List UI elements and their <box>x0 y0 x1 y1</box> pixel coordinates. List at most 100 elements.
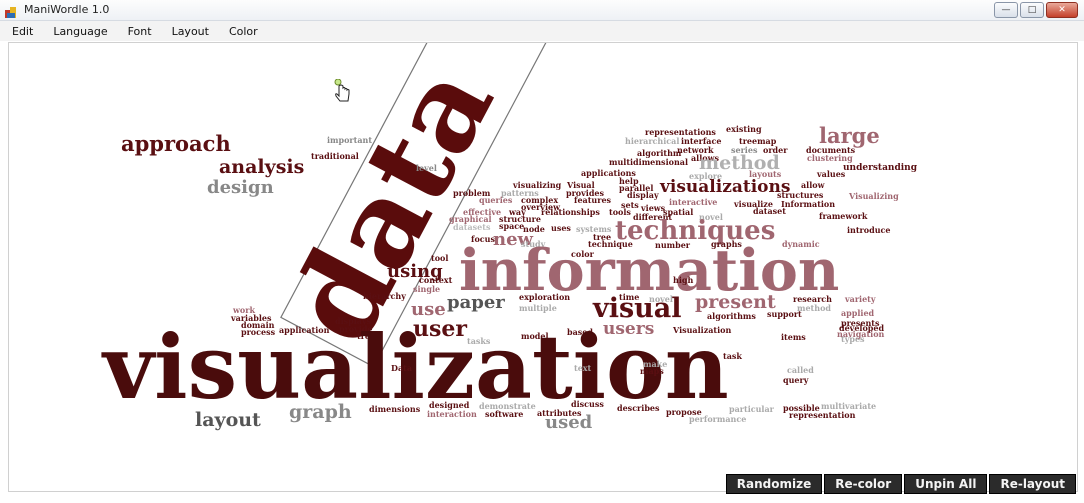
minimize-icon[interactable]: — <box>994 2 1018 18</box>
word-tasks[interactable]: tasks <box>467 336 491 346</box>
word-applied[interactable]: applied <box>841 308 875 318</box>
word-graphical[interactable]: graphical <box>449 214 492 224</box>
word-performance[interactable]: performance <box>689 414 746 424</box>
word-complex[interactable]: complex <box>521 195 558 205</box>
word-maps[interactable]: maps <box>640 366 664 376</box>
word-use[interactable]: use <box>411 299 446 320</box>
menu-edit[interactable]: Edit <box>12 24 34 38</box>
word-visualization[interactable]: visualization <box>101 315 729 419</box>
word-color[interactable]: color <box>571 249 595 259</box>
word-visualize[interactable]: visualize <box>733 199 773 209</box>
word-users[interactable]: users <box>603 319 654 339</box>
menu-language[interactable]: Language <box>53 24 108 38</box>
word-way[interactable]: way <box>508 207 526 217</box>
word-values[interactable]: values <box>816 169 846 179</box>
wordle-canvas[interactable]: data approach analysis design important … <box>8 42 1078 492</box>
word-study[interactable]: study <box>521 239 546 249</box>
word-data-cap[interactable]: Data <box>391 363 412 373</box>
unpin-all-button[interactable]: Unpin All <box>904 474 988 494</box>
word-using[interactable]: using <box>387 261 443 282</box>
word-parallel[interactable]: parallel <box>619 183 653 193</box>
word-documents[interactable]: documents <box>806 145 856 155</box>
word-present[interactable]: present <box>695 291 776 313</box>
word-queries[interactable]: queries <box>479 195 513 205</box>
word-allow[interactable]: allow <box>801 180 826 190</box>
word-make[interactable]: make <box>643 359 667 369</box>
word-navigation[interactable]: navigation <box>837 329 885 339</box>
word-layout[interactable]: layout <box>195 409 261 431</box>
menu-layout[interactable]: Layout <box>171 24 209 38</box>
word-large[interactable]: large <box>819 123 880 148</box>
word-work[interactable]: work <box>232 305 255 315</box>
word-representations[interactable]: representations <box>645 127 716 137</box>
word-space[interactable]: space <box>499 221 524 231</box>
word-visual-cap[interactable]: Visual <box>566 180 595 190</box>
word-multivariate[interactable]: multivariate <box>821 401 876 411</box>
word-order[interactable]: order <box>763 145 788 155</box>
word-types[interactable]: types <box>841 334 865 344</box>
word-number[interactable]: number <box>655 240 691 250</box>
word-clustering[interactable]: clustering <box>807 153 853 163</box>
word-process[interactable]: process <box>241 327 276 337</box>
word-different[interactable]: different <box>633 212 672 222</box>
word-existing[interactable]: existing <box>726 124 762 134</box>
word-visualizing-cap[interactable]: Visualizing <box>848 191 899 201</box>
word-network[interactable]: network <box>677 145 714 155</box>
word-dimensions[interactable]: dimensions <box>369 404 421 414</box>
word-attributes[interactable]: attributes <box>537 408 582 418</box>
word-task[interactable]: task <box>723 351 742 361</box>
word-information[interactable]: information <box>459 237 839 304</box>
word-overview[interactable]: overview <box>521 202 561 212</box>
recolor-button[interactable]: Re-color <box>824 474 903 494</box>
relayout-button[interactable]: Re-layout <box>989 474 1076 494</box>
word-hierarchical[interactable]: hierarchical <box>625 136 679 146</box>
word-datasets[interactable]: datasets <box>453 222 491 232</box>
word-introduce[interactable]: introduce <box>847 225 890 235</box>
word-multidimensional[interactable]: multidimensional <box>609 157 688 167</box>
word-tools[interactable]: tools <box>609 207 631 217</box>
word-exploration[interactable]: exploration <box>519 292 570 302</box>
word-techniques[interactable]: techniques <box>615 216 775 246</box>
word-visual[interactable]: visual <box>592 293 682 324</box>
word-trees[interactable]: trees <box>357 331 380 341</box>
word-particular[interactable]: particular <box>729 404 775 414</box>
word-structures[interactable]: structures <box>777 190 824 200</box>
word-display[interactable]: display <box>627 190 659 200</box>
word-dynamic[interactable]: dynamic <box>782 239 820 249</box>
word-applications[interactable]: applications <box>581 168 636 178</box>
word-based[interactable]: based <box>567 327 593 337</box>
word-query[interactable]: query <box>783 375 809 385</box>
word-text[interactable]: text <box>574 363 592 373</box>
word-single[interactable]: single <box>413 284 440 294</box>
word-context[interactable]: context <box>419 275 453 285</box>
word-visualizations[interactable]: visualizations <box>659 177 790 197</box>
word-hierarchy[interactable]: hierarchy <box>363 291 406 301</box>
word-understanding[interactable]: understanding <box>843 163 918 173</box>
word-method-small[interactable]: method <box>797 303 831 313</box>
word-patterns[interactable]: patterns <box>501 188 539 198</box>
word-allows[interactable]: allows <box>691 153 719 163</box>
word-technique[interactable]: technique <box>588 239 633 249</box>
word-interaction[interactable]: interaction <box>427 409 477 419</box>
word-displays[interactable]: displays <box>335 316 372 326</box>
randomize-button[interactable]: Randomize <box>725 474 823 494</box>
word-application[interactable]: application <box>279 325 330 335</box>
word-possible[interactable]: possible <box>783 403 820 413</box>
word-effective[interactable]: effective <box>463 207 501 217</box>
word-provide[interactable]: provide <box>339 324 373 334</box>
word-describes[interactable]: describes <box>617 403 660 413</box>
word-help[interactable]: help <box>619 176 639 186</box>
word-node[interactable]: node <box>523 224 545 234</box>
word-method[interactable]: method <box>699 152 780 174</box>
word-views[interactable]: views <box>640 203 666 213</box>
menu-color[interactable]: Color <box>228 24 258 38</box>
word-treemap[interactable]: treemap <box>739 136 777 146</box>
word-visualizing[interactable]: visualizing <box>512 180 562 190</box>
word-provides[interactable]: provides <box>566 188 605 198</box>
word-novel[interactable]: novel <box>699 212 723 222</box>
close-icon[interactable]: ✕ <box>1046 2 1078 18</box>
word-graph[interactable]: graph <box>289 401 352 423</box>
word-software[interactable]: software <box>485 409 523 419</box>
word-structure[interactable]: structure <box>499 214 541 224</box>
word-model[interactable]: model <box>521 331 549 341</box>
